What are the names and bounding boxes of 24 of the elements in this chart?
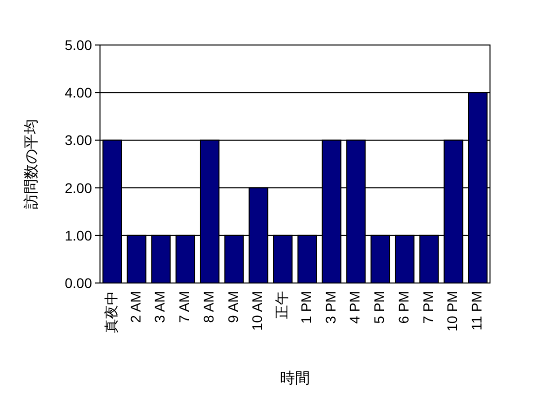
y-tick-label: 4.00 <box>64 84 92 101</box>
x-tick-label: 6 PM <box>395 291 412 324</box>
x-tick-label: 正午 <box>274 291 290 319</box>
y-tick-label: 0.00 <box>64 275 92 291</box>
x-tick-label: 真夜中 <box>102 291 119 333</box>
x-tick-label: 7 PM <box>420 291 436 324</box>
y-tick-label: 3.00 <box>64 132 92 148</box>
x-tick-label: 8 AM <box>200 291 216 323</box>
x-tick-label: 3 AM <box>152 291 168 323</box>
x-tick-label: 9 AM <box>224 291 241 323</box>
x-tick-label: 3 PM <box>322 291 338 324</box>
x-tick-label: 7 AM <box>176 291 192 323</box>
y-axis-title: 訪問数の平均 <box>23 119 40 209</box>
x-tick-label: 11 PM <box>468 291 485 330</box>
y-tick-label: 2.00 <box>64 180 92 196</box>
x-tick-label: 2 AM <box>127 291 144 323</box>
x-tick-label: 4 PM <box>346 291 363 324</box>
x-tick-label: 1 PM <box>298 291 314 324</box>
y-tick-label: 5.00 <box>64 37 92 53</box>
y-tick-label: 1.00 <box>64 227 92 244</box>
x-axis-title: 時間 <box>280 370 310 387</box>
x-tick-label: 10 PM <box>444 291 460 332</box>
x-tick-label: 10 AM <box>249 291 266 331</box>
x-tick-label: 5 PM <box>371 291 388 324</box>
